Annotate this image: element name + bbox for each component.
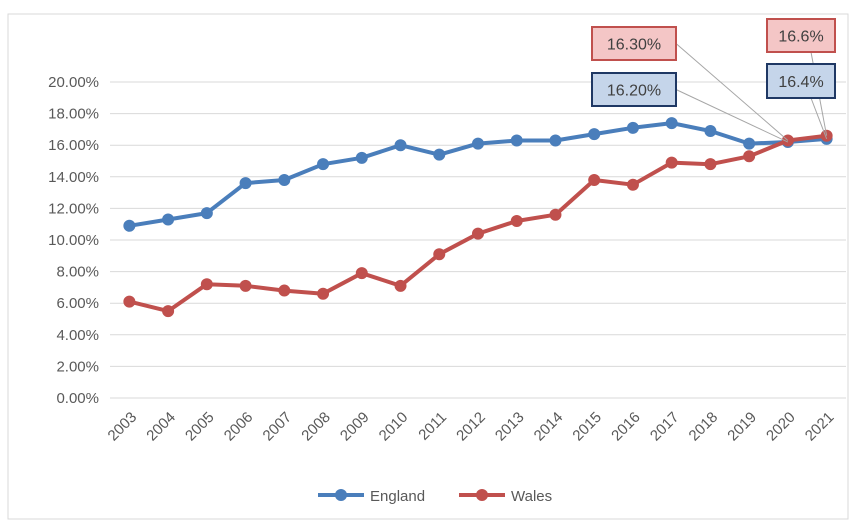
y-tick-label: 12.00% — [48, 200, 99, 217]
y-tick-label: 20.00% — [48, 74, 99, 91]
y-tick-label: 16.00% — [48, 137, 99, 154]
callout-leader-line — [675, 43, 789, 141]
data-point-england — [355, 151, 368, 164]
y-tick-label: 4.00% — [56, 327, 99, 344]
data-point-wales — [162, 305, 175, 318]
callout-box — [766, 63, 836, 99]
data-point-wales — [433, 248, 446, 261]
data-point-wales — [704, 158, 717, 171]
data-point-wales — [355, 267, 368, 280]
data-point-england — [588, 128, 601, 141]
y-tick-label: 18.00% — [48, 106, 99, 123]
data-point-wales — [626, 178, 639, 191]
callout-box — [766, 18, 836, 53]
legend-marker-wales — [476, 489, 488, 501]
data-point-wales — [394, 279, 407, 292]
data-point-england — [239, 177, 252, 190]
data-point-wales — [510, 215, 523, 228]
data-point-wales — [123, 295, 136, 308]
data-point-england — [394, 139, 407, 152]
callout-box — [591, 26, 677, 61]
data-point-england — [549, 134, 562, 147]
chart-frame — [7, 13, 849, 520]
callout-leader-line — [810, 97, 828, 140]
data-point-england — [200, 207, 213, 220]
data-point-wales — [665, 156, 678, 169]
y-tick-label: 8.00% — [56, 264, 99, 281]
y-tick-label: 10.00% — [48, 232, 99, 249]
data-point-wales — [200, 278, 213, 291]
data-point-england — [704, 124, 717, 137]
series-lines — [123, 117, 833, 318]
y-axis-ticks: 0.00% 2.00% 4.00% 6.00% 8.00% 10.00% 12.00% 14.… — [48, 74, 99, 407]
callout-label: 16.30% — [607, 37, 661, 54]
data-point-wales — [549, 208, 562, 221]
callout-label: 16.4% — [778, 74, 823, 91]
legend: England Wales — [318, 488, 552, 505]
data-point-wales — [317, 287, 330, 300]
data-point-wales — [278, 284, 291, 297]
data-point-wales — [588, 173, 601, 186]
data-point-england — [743, 137, 756, 150]
data-point-wales — [743, 150, 756, 163]
legend-label-wales: Wales — [511, 488, 552, 505]
data-point-wales — [239, 279, 252, 292]
data-point-england — [433, 148, 446, 161]
callout-label: 16.6% — [778, 29, 823, 46]
callout-leader-line — [675, 89, 789, 143]
data-point-england — [665, 117, 678, 130]
y-tick-label: 0.00% — [56, 390, 99, 407]
data-point-england — [510, 134, 523, 147]
data-point-england — [278, 173, 291, 186]
legend-label-england: England — [370, 488, 425, 505]
y-tick-label: 6.00% — [56, 295, 99, 312]
callout-label: 16.20% — [607, 83, 661, 100]
y-tick-label: 2.00% — [56, 358, 99, 375]
data-point-england — [123, 219, 136, 232]
data-point-wales — [472, 227, 484, 240]
callout-box — [591, 72, 677, 107]
legend-marker-england — [335, 489, 347, 501]
data-point-england — [626, 121, 639, 134]
data-point-england — [317, 158, 330, 171]
y-tick-label: 14.00% — [48, 169, 99, 186]
data-callouts: 16.30% 16.20% 16.6% 16.4% — [591, 18, 836, 143]
data-point-england — [472, 137, 484, 150]
data-point-england — [162, 213, 175, 226]
